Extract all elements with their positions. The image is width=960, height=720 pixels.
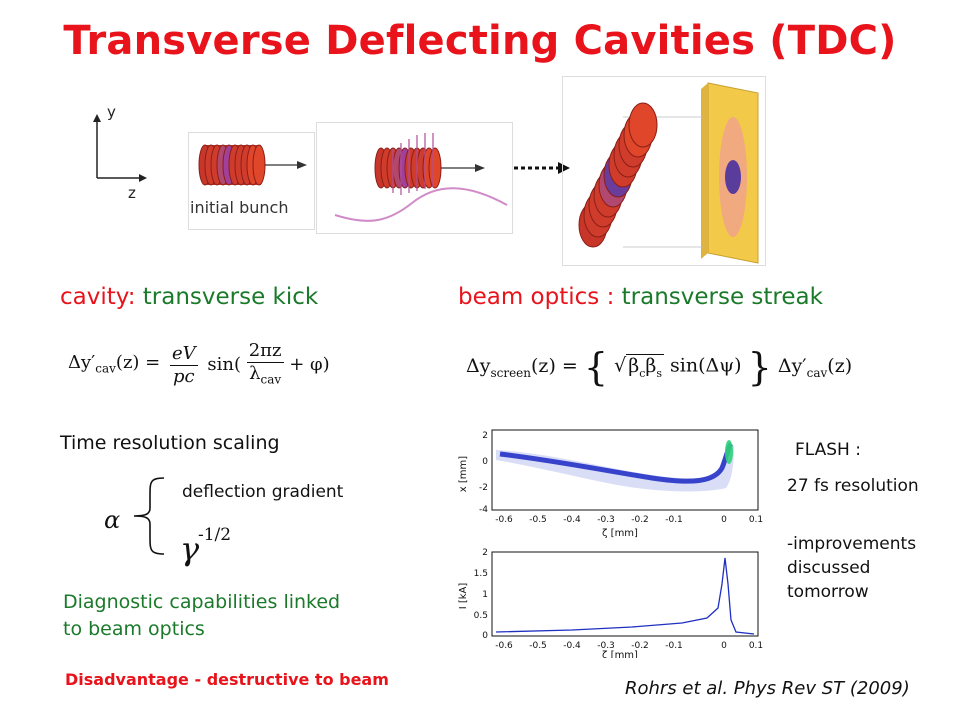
- bottom-xtick-3: -0.3: [597, 641, 615, 651]
- screen-streak-equation: Δyscreen(z) = { √ βcβs sin(Δψ) } Δy′cav(z…: [466, 345, 853, 389]
- bottom-ytick-2: 1: [482, 590, 488, 600]
- optics-streak-text: transverse streak: [621, 284, 823, 310]
- bottom-plot-ylabel: I [kA]: [458, 583, 469, 610]
- bottom-ytick-4: 0: [482, 631, 488, 641]
- bottom-ytick-3: 0.5: [474, 611, 488, 621]
- initial-bunch-illustration: [198, 144, 307, 186]
- eq1-numerator: eV: [170, 342, 198, 366]
- top-plot-xlabel: ζ [mm]: [602, 528, 638, 539]
- screen-streak-panel: [562, 76, 766, 266]
- bottom-xtick-6: 0: [721, 641, 727, 651]
- reference-citation: Rohrs et al. Phys Rev ST (2009): [625, 678, 910, 699]
- bottom-ytick-1: 1.5: [474, 569, 488, 579]
- bottom-ytick-0: 2: [482, 548, 488, 558]
- cavity-kick-illustration: [334, 133, 508, 222]
- deflection-gradient-text: deflection gradient: [182, 482, 344, 502]
- dotted-arrow-icon: [514, 162, 570, 174]
- diagnostic-line-1: Diagnostic capabilities linked: [63, 591, 341, 613]
- gamma-symbol: γ: [180, 530, 200, 568]
- top-ytick-3: -4: [479, 505, 488, 515]
- top-ytick-2: -2: [479, 483, 488, 493]
- initial-bunch-panel: [188, 132, 315, 230]
- gamma-exponent: -1/2: [198, 525, 232, 545]
- page-title: Transverse Deflecting Cavities (TDC): [63, 18, 897, 64]
- eq1-denominator: pc: [173, 365, 195, 387]
- bottom-plot-frame: [491, 551, 759, 637]
- flash-label: FLASH :: [795, 440, 861, 460]
- improvements-line-3: tomorrow: [787, 582, 869, 602]
- bottom-xtick-1: -0.5: [529, 641, 547, 651]
- screen-streak-illustration: [578, 82, 759, 264]
- bottom-xtick-5: -0.1: [665, 641, 683, 651]
- flash-measurement-plots: 2 0 -2 -4 x [mm] -0.6 -0.5 -0.4 -0.3 -0.…: [458, 429, 763, 658]
- top-xtick-4: -0.2: [631, 515, 649, 525]
- top-plot-frame: [491, 429, 759, 511]
- top-xtick-0: -0.6: [495, 515, 513, 525]
- coordinate-axes: [93, 114, 147, 182]
- cavity-kick-panel: [316, 122, 513, 234]
- flash-improvements: -improvements discussed tomorrow: [787, 532, 916, 604]
- optics-label: beam optics :: [458, 284, 615, 310]
- cavity-kick-equation: Δy′cav(z) = eV pc sin( 2πz λcav + φ): [68, 340, 330, 387]
- optics-heading: beam optics : transverse streak: [458, 284, 823, 310]
- top-plot-ylabel: x [mm]: [458, 456, 469, 492]
- scaling-title: Time resolution scaling: [60, 432, 280, 454]
- top-xtick-5: -0.1: [665, 515, 683, 525]
- disadvantage-text: Disadvantage - destructive to beam: [65, 670, 389, 689]
- cavity-label: cavity:: [60, 284, 136, 310]
- improvements-line-1: -improvements: [787, 534, 917, 554]
- y-axis-label: y: [107, 103, 116, 121]
- bottom-xtick-7: 0.1: [749, 641, 763, 651]
- bottom-xtick-0: -0.6: [495, 641, 513, 651]
- top-xtick-2: -0.4: [563, 515, 581, 525]
- bottom-xtick-2: -0.4: [563, 641, 581, 651]
- alpha-symbol: α: [104, 506, 121, 534]
- diagnostic-text: Diagnostic capabilities linked to beam o…: [63, 589, 340, 643]
- flash-resolution: 27 fs resolution: [787, 476, 919, 496]
- brace-icon: [133, 477, 165, 555]
- current-profile-line: [495, 557, 755, 635]
- initial-bunch-label: initial bunch: [190, 198, 289, 217]
- diagnostic-line-2: to beam optics: [63, 618, 205, 640]
- top-xtick-1: -0.5: [529, 515, 547, 525]
- bottom-xtick-4: -0.2: [631, 641, 649, 651]
- cavity-kick-text: transverse kick: [142, 284, 319, 310]
- z-axis-label: z: [128, 184, 136, 202]
- improvements-line-2: discussed: [787, 558, 871, 578]
- top-xtick-3: -0.3: [597, 515, 615, 525]
- bottom-plot-xlabel: ζ [mm]: [602, 650, 638, 658]
- cavity-heading: cavity: transverse kick: [60, 284, 318, 310]
- top-xtick-7: 0.1: [749, 515, 763, 525]
- top-xtick-6: 0: [721, 515, 727, 525]
- top-ytick-0: 2: [482, 431, 488, 441]
- top-ytick-1: 0: [482, 457, 488, 467]
